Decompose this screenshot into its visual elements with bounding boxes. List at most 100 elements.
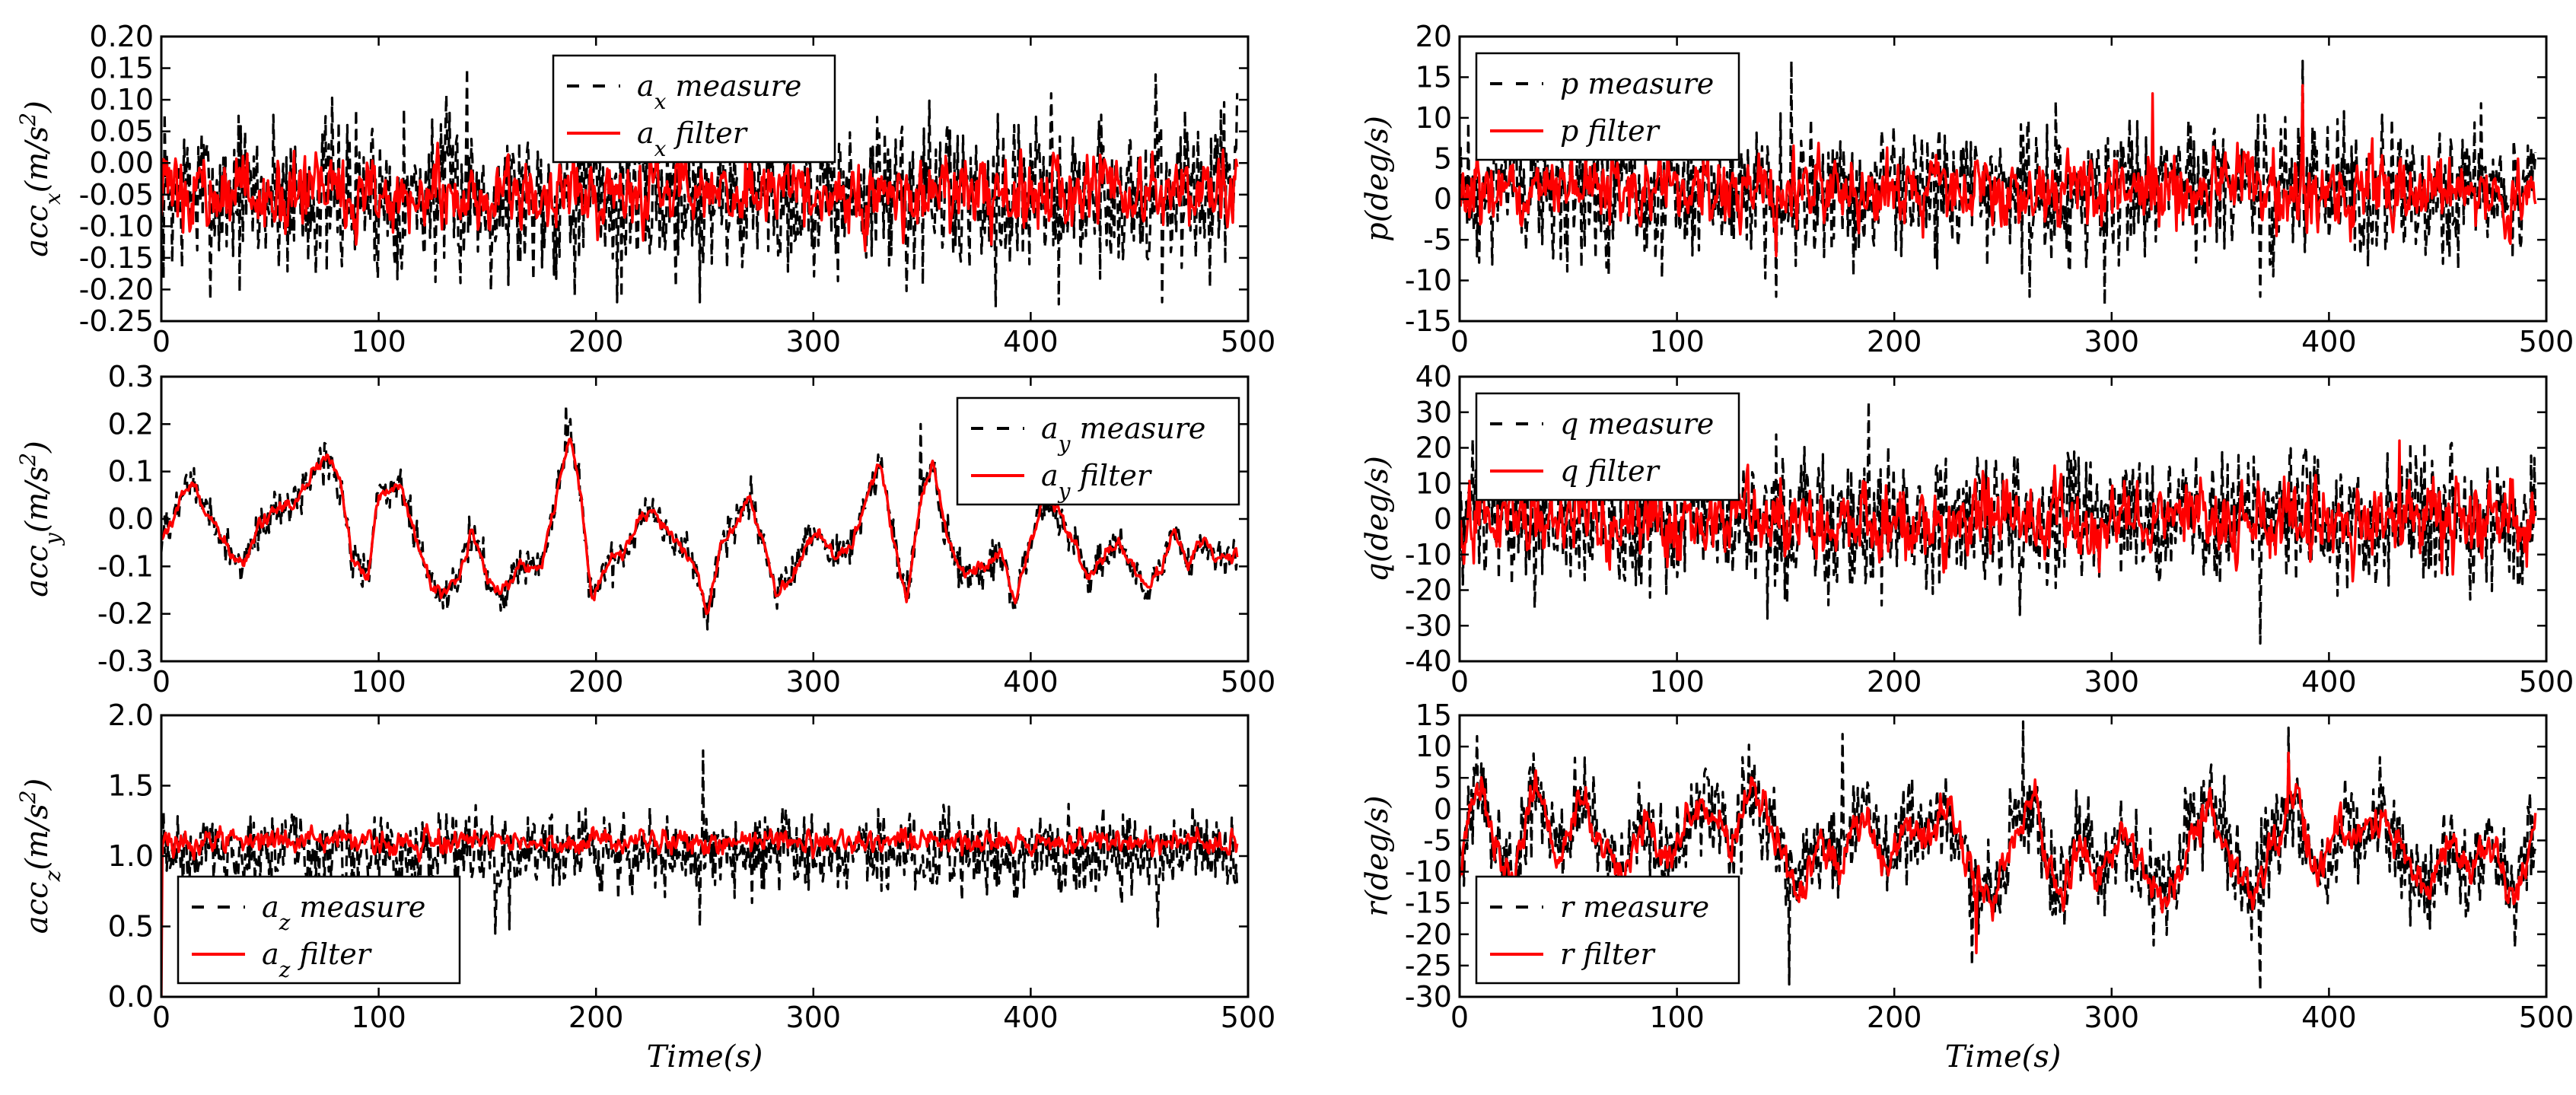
series-line-p-0	[1460, 59, 2537, 307]
y-tick-label: -0.25	[79, 304, 154, 338]
legend: p measure p filter	[1475, 52, 1740, 161]
x-tick-label: 300	[786, 325, 842, 358]
x-tick-label: 400	[2301, 325, 2357, 358]
y-tick-label: 0.05	[89, 115, 154, 148]
x-tick-label: 0	[1450, 665, 1469, 699]
y-tick-label: 0.0	[108, 502, 154, 536]
legend-label: az measure	[262, 890, 425, 935]
y-tick-label: -0.3	[97, 645, 154, 678]
x-tick-label: 300	[786, 665, 842, 699]
x-tick-label: 400	[1003, 665, 1059, 699]
series-line-p-1	[1460, 84, 2537, 258]
x-tick-label: 100	[351, 1001, 406, 1034]
x-tick-label: 300	[2084, 325, 2140, 358]
y-axis-label: accx(m/s2)	[15, 100, 65, 256]
y-tick-label: 15	[1415, 60, 1452, 94]
y-tick-label: 0.0	[108, 980, 154, 1014]
y-tick-label: -20	[1405, 918, 1452, 951]
x-axis-label: Time(s)	[1945, 1039, 2062, 1074]
x-tick-label: 400	[2301, 1001, 2357, 1034]
y-tick-label: 20	[1415, 431, 1452, 465]
y-tick-label: -0.1	[97, 549, 154, 583]
x-tick-label: 0	[152, 665, 170, 699]
x-tick-label: 500	[2519, 1001, 2574, 1034]
legend-label: ax measure	[637, 69, 801, 114]
x-tick-label: 200	[1867, 665, 1922, 699]
y-tick-label: 0.15	[89, 52, 154, 85]
legend: q measure q filter	[1475, 392, 1740, 501]
y-tick-label: -10	[1405, 538, 1452, 571]
legend-label: q measure	[1560, 407, 1714, 441]
series-line-r-1	[1460, 751, 2537, 955]
legend-label: ax filter	[637, 116, 749, 161]
y-axis-label: accy(m/s2)	[15, 441, 65, 597]
y-tick-label: 20	[1415, 20, 1452, 53]
y-axis-label: accz(m/s2)	[15, 778, 65, 934]
x-tick-label: 400	[1003, 1001, 1059, 1034]
x-tick-label: 200	[1867, 325, 1922, 358]
x-tick-label: 100	[1649, 665, 1705, 699]
y-tick-label: 1.0	[108, 839, 154, 873]
y-tick-label: -10	[1405, 264, 1452, 298]
x-tick-label: 200	[568, 665, 624, 699]
y-tick-label: -0.20	[79, 272, 154, 306]
y-tick-label: 10	[1415, 466, 1452, 500]
x-tick-label: 400	[1003, 325, 1059, 358]
x-tick-label: 100	[1649, 1001, 1705, 1034]
y-tick-label: -5	[1423, 223, 1452, 256]
x-tick-label: 500	[2519, 665, 2574, 699]
y-tick-label: 10	[1415, 101, 1452, 135]
y-tick-label: 40	[1415, 360, 1452, 393]
y-tick-label: 0.20	[89, 20, 154, 53]
y-tick-label: -25	[1405, 949, 1452, 982]
series-line-ax-0	[161, 66, 1239, 309]
legend-label: ay measure	[1041, 412, 1205, 457]
x-tick-label: 400	[2301, 665, 2357, 699]
y-axis-label: q(deg/s)	[1360, 456, 1395, 582]
y-tick-label: -5	[1423, 823, 1452, 857]
chart-az: 0 100 200 300 400 500 0.0 0.5 1.0 1.5 2.0 accz(m/s2…	[15, 699, 1276, 1074]
legend-box	[1475, 392, 1740, 501]
y-tick-label: -0.05	[79, 178, 154, 212]
y-tick-label: 5	[1434, 142, 1452, 175]
y-tick-label: 0.1	[108, 455, 154, 489]
x-tick-label: 300	[2084, 665, 2140, 699]
y-tick-label: 2.0	[108, 699, 154, 732]
y-tick-label: 0.10	[89, 83, 154, 116]
y-tick-label: 0	[1434, 502, 1452, 536]
legend: r measure r filter	[1475, 875, 1740, 985]
legend-box	[1475, 875, 1740, 985]
y-axis-label: r(deg/s)	[1360, 795, 1395, 916]
x-tick-label: 200	[568, 1001, 624, 1034]
x-tick-label: 500	[2519, 325, 2574, 358]
y-tick-label: 0.00	[89, 146, 154, 180]
x-tick-label: 500	[1221, 325, 1276, 358]
y-tick-label: -0.2	[97, 597, 154, 631]
chart-p: 0 100 200 300 400 500 -15 -10 -5 0 5 10 15 20 p(deg/s)…	[1360, 20, 2574, 358]
legend-box	[1475, 52, 1740, 161]
y-tick-label: -15	[1405, 304, 1452, 338]
y-tick-label: 10	[1415, 730, 1452, 763]
y-tick-label: 0	[1434, 183, 1452, 216]
plot-frame	[1458, 35, 2548, 323]
x-tick-label: 200	[568, 325, 624, 358]
plot-frame	[160, 35, 1250, 323]
y-tick-label: -0.10	[79, 209, 154, 243]
series-line-q-1	[1460, 439, 2537, 583]
x-tick-label: 0	[152, 1001, 170, 1034]
y-tick-label: 30	[1415, 396, 1452, 429]
series-line-ax-1	[161, 141, 1239, 253]
y-tick-label: 0.5	[108, 910, 154, 944]
x-tick-label: 500	[1221, 1001, 1276, 1034]
x-tick-label: 100	[351, 665, 406, 699]
legend-label: az filter	[262, 937, 373, 982]
x-tick-label: 300	[786, 1001, 842, 1034]
y-tick-label: -40	[1405, 645, 1452, 678]
y-tick-label: 5	[1434, 761, 1452, 794]
legend-label: p measure	[1560, 67, 1714, 100]
plot-frame	[1458, 714, 2548, 998]
